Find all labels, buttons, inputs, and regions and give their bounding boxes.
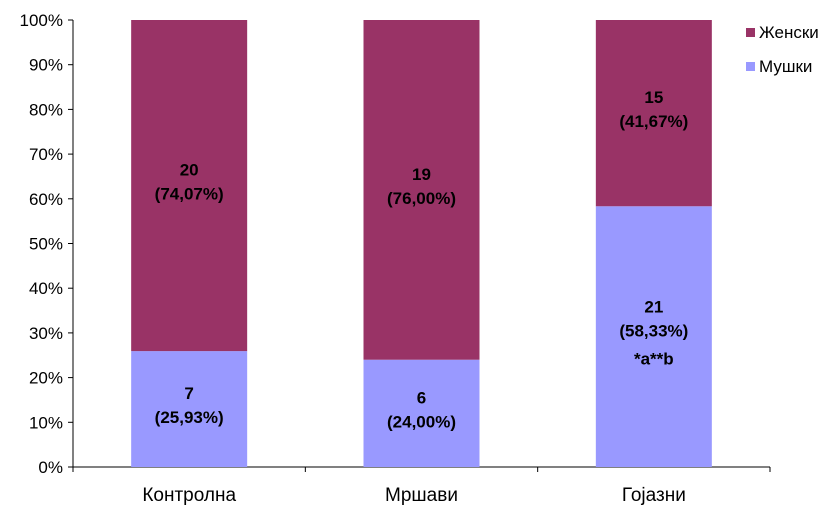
data-label-count: 7 — [184, 384, 193, 403]
data-label-percent: (41,67%) — [619, 112, 688, 131]
bar-segment-female — [131, 20, 248, 352]
y-tick-label: 10% — [29, 413, 63, 432]
bar-segment-male — [595, 206, 712, 467]
significance-annotation: *a**b — [634, 350, 674, 369]
y-tick-label: 90% — [29, 56, 63, 75]
bar-segment-female — [363, 20, 480, 360]
bar-segment-female — [595, 20, 712, 207]
axes: 0% 10% 20% 30% 40% 50% 60% 70% 80% 90% 100% Контрол… — [20, 11, 771, 506]
data-label-percent: (24,00%) — [387, 412, 456, 431]
x-category-label: Гојазни — [622, 485, 686, 506]
legend-label: Женски — [759, 23, 819, 42]
data-label-percent: (25,93%) — [155, 408, 224, 427]
legend-swatch — [746, 62, 755, 71]
bar-segment-male — [131, 351, 248, 467]
bars — [131, 20, 712, 467]
data-label-percent: (76,00%) — [387, 189, 456, 208]
x-category-label: Контролна — [142, 485, 236, 506]
legend-label: Мушки — [759, 57, 812, 76]
data-label-percent: (58,33%) — [619, 322, 688, 341]
data-label-percent: (74,07%) — [155, 185, 224, 204]
y-tick-label: 100% — [20, 11, 63, 30]
data-label-count: 15 — [644, 88, 663, 107]
legend: Женски Мушки — [746, 23, 819, 76]
y-tick-label: 30% — [29, 324, 63, 343]
data-label-count: 6 — [417, 388, 426, 407]
bar-segment-male — [363, 359, 480, 467]
data-labels: 7 (25,93%) 20 (74,07%) 6 (24,00%) 19 (76,00%) 21… — [155, 88, 689, 431]
data-label-count: 21 — [644, 298, 663, 317]
y-tick-label: 40% — [29, 279, 63, 298]
y-tick-label: 0% — [38, 458, 63, 477]
y-tick-label: 70% — [29, 145, 63, 164]
y-tick-label: 20% — [29, 369, 63, 388]
y-tick-label: 60% — [29, 190, 63, 209]
y-tick-label: 50% — [29, 235, 63, 254]
legend-swatch — [746, 28, 755, 37]
data-label-count: 20 — [180, 161, 199, 180]
y-tick-label: 80% — [29, 100, 63, 119]
x-category-label: Мршави — [385, 485, 458, 506]
data-label-count: 19 — [412, 165, 431, 184]
